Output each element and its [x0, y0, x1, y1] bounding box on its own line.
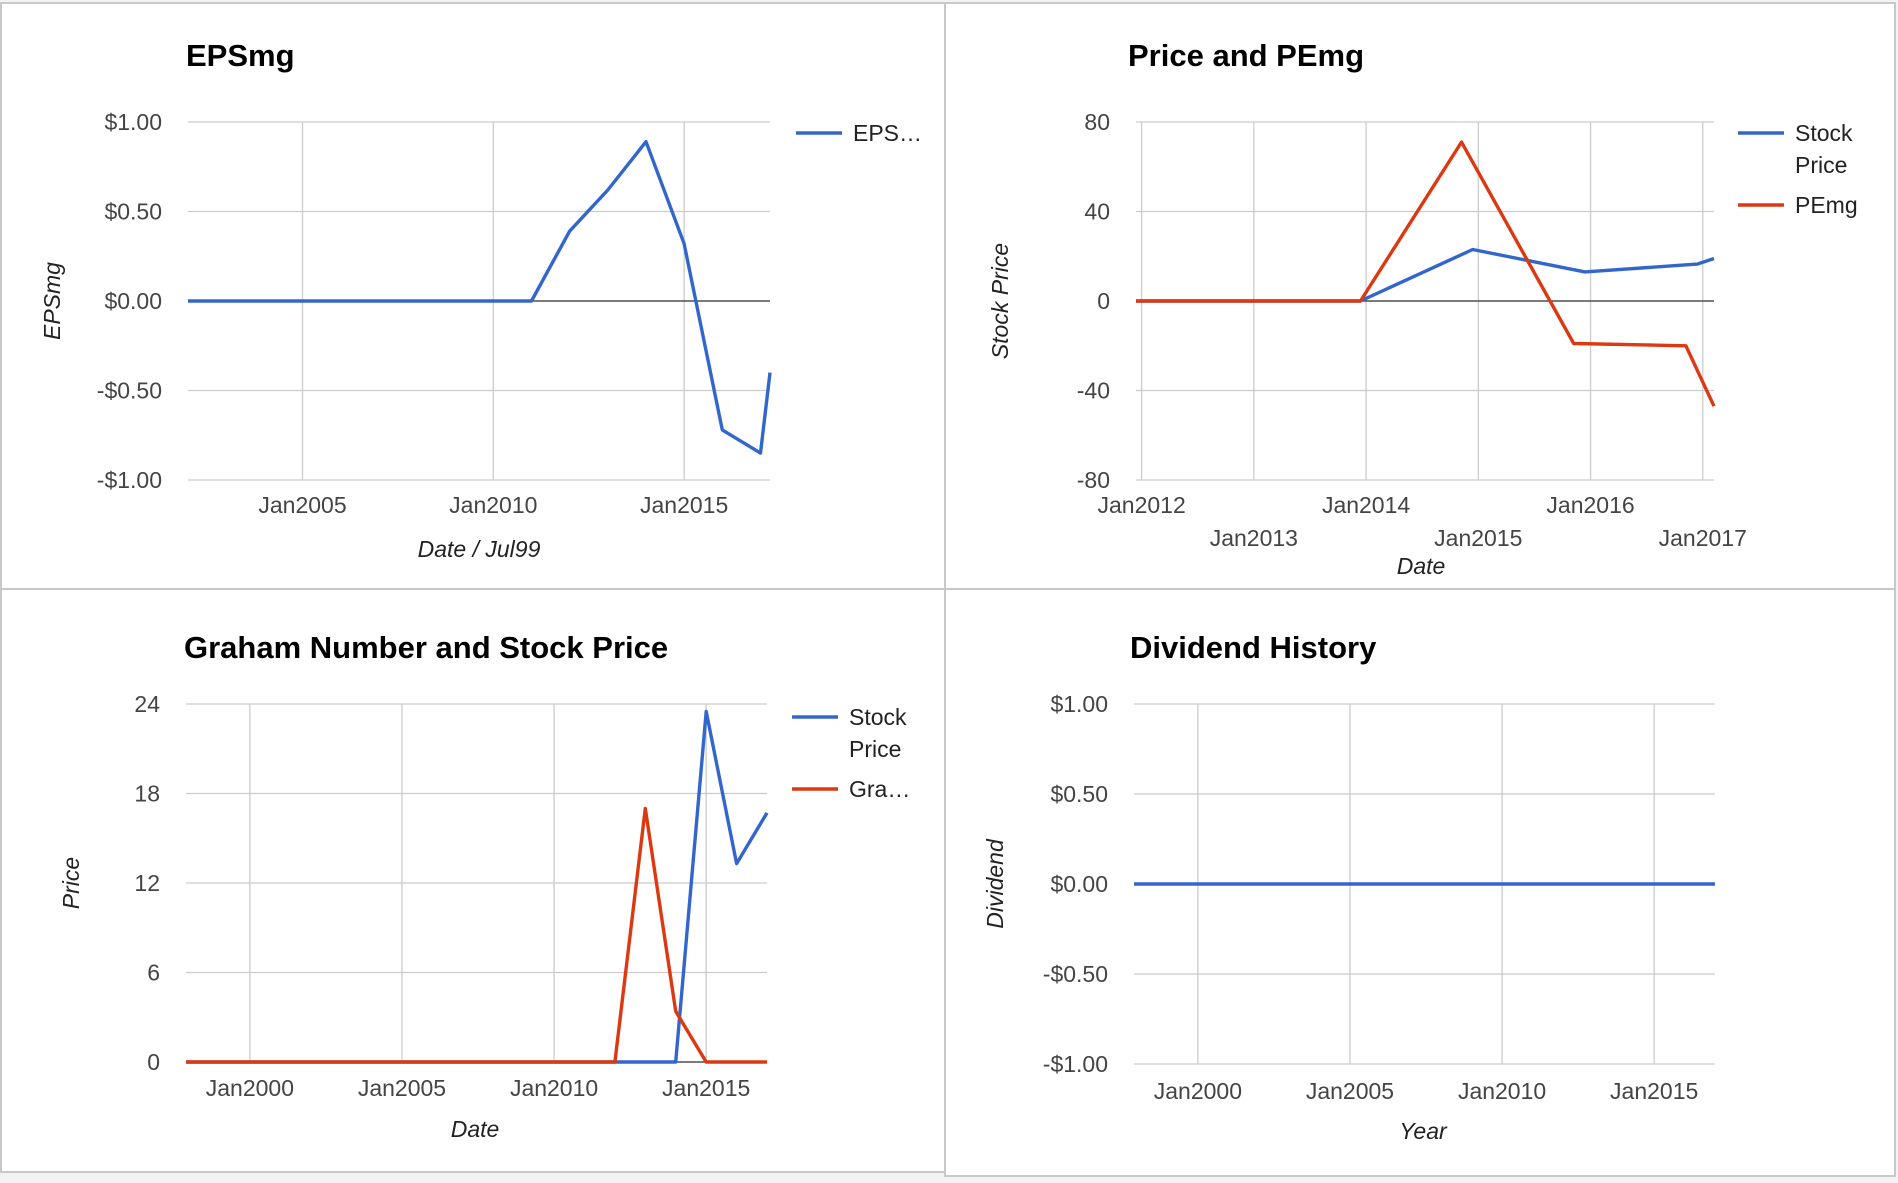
x-tick-label: Jan2010: [1458, 1078, 1546, 1104]
x-axis-label: Date: [1397, 553, 1446, 579]
series-line-1: [188, 139, 772, 455]
x-tick-label: Jan2017: [1659, 525, 1747, 551]
y-tick-label: -$0.50: [97, 378, 162, 404]
legend-label: EPS…: [853, 120, 922, 146]
y-tick-label: $1.00: [1050, 691, 1108, 717]
y-tick-label: 80: [1084, 109, 1110, 135]
y-tick-label: 18: [134, 781, 160, 807]
x-tick-label: Jan2015: [640, 492, 728, 518]
y-tick-label: $1.00: [104, 109, 162, 135]
chart-svg-epsmg: EPSmg $1.00 $0.50 $0.00 -$0.50 -$1.00 Jan2005 J…: [39, 38, 922, 562]
series-line-1: [186, 709, 769, 1064]
chart-svg-dividend-history: Dividend History $1.00 $0.50 $0.00 -$0.50 -$1…: [982, 630, 1715, 1144]
chart-title: Graham Number and Stock Price: [184, 630, 668, 665]
y-tick-label: -80: [1077, 467, 1110, 493]
series-line-2: [186, 806, 767, 1064]
chart-panel-dividend-history: Dividend History $1.00 $0.50 $0.00 -$0.50 -$1…: [944, 588, 1896, 1177]
legend-label: Stock Price: [1795, 120, 1853, 178]
legend-label: Gra…: [849, 776, 910, 802]
y-tick-label: 0: [1097, 288, 1110, 314]
x-tick-label: Jan2015: [662, 1075, 750, 1101]
chart-title: Dividend History: [1130, 630, 1377, 665]
legend-label: Stock Price: [849, 704, 907, 762]
y-axis-label: Price: [58, 857, 84, 909]
y-tick-label: 0: [147, 1049, 160, 1075]
chart-title: Price and PEmg: [1128, 38, 1364, 73]
x-tick-label: Jan2005: [1306, 1078, 1394, 1104]
y-tick-label: 12: [134, 870, 160, 896]
y-tick-label: 40: [1084, 199, 1110, 225]
chart-svg-graham-number: Graham Number and Stock Price 24 18 12 6 0 Jan…: [58, 630, 910, 1142]
y-tick-label: -$0.50: [1043, 961, 1108, 987]
x-tick-label: Jan2005: [258, 492, 346, 518]
y-tick-label: $0.00: [1050, 871, 1108, 897]
x-tick-label: Jan2000: [206, 1075, 294, 1101]
y-tick-label: -$1.00: [1043, 1051, 1108, 1077]
y-tick-label: -40: [1077, 378, 1110, 404]
x-tick-label: Jan2010: [510, 1075, 598, 1101]
x-tick-label: Jan2012: [1097, 492, 1185, 518]
chart-panel-price-pemg: Price and PEmg 80 40 0 -40 -80 Jan2012 Jan2013 J…: [944, 2, 1896, 590]
y-tick-label: 6: [147, 960, 160, 986]
y-tick-label: -$1.00: [97, 467, 162, 493]
x-axis-label: Date: [451, 1116, 500, 1142]
y-tick-label: $0.50: [1050, 781, 1108, 807]
chart-panel-epsmg: EPSmg $1.00 $0.50 $0.00 -$0.50 -$1.00 Jan2005 J…: [0, 2, 946, 590]
x-tick-label: Jan2010: [449, 492, 537, 518]
x-tick-label: Jan2014: [1322, 492, 1410, 518]
y-axis-label: EPSmg: [39, 262, 65, 340]
y-tick-label: $0.50: [104, 199, 162, 225]
x-tick-label: Jan2016: [1546, 492, 1634, 518]
x-tick-label: Jan2005: [358, 1075, 446, 1101]
legend-label: PEmg: [1795, 192, 1858, 218]
series-line-2: [1136, 140, 1716, 407]
x-tick-label: Jan2000: [1154, 1078, 1242, 1104]
chart-panel-graham-number: Graham Number and Stock Price 24 18 12 6 0 Jan…: [0, 588, 946, 1173]
y-axis-label: Dividend: [982, 838, 1008, 929]
chart-title: EPSmg: [186, 38, 295, 73]
x-axis-label: Year: [1399, 1118, 1448, 1144]
x-tick-label: Jan2013: [1210, 525, 1298, 551]
y-axis-label: Stock Price: [987, 243, 1013, 359]
series-line-1: [1136, 247, 1715, 303]
y-tick-label: 24: [134, 691, 160, 717]
y-tick-label: $0.00: [104, 288, 162, 314]
x-tick-label: Jan2015: [1610, 1078, 1698, 1104]
x-tick-label: Jan2015: [1434, 525, 1522, 551]
x-axis-label: Date / Jul99: [418, 536, 541, 562]
